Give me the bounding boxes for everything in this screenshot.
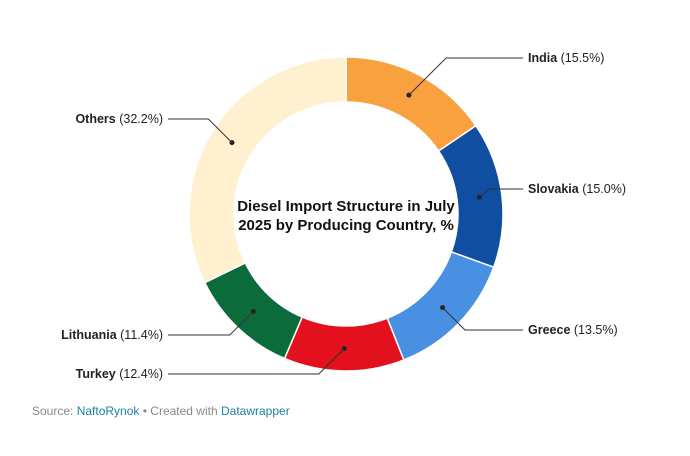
slice-label-lithuania: Lithuania (11.4%) (61, 328, 163, 342)
slice-others (188, 56, 347, 284)
slice-label-name-turkey: Turkey (76, 367, 116, 381)
slice-label-name-others: Others (75, 112, 115, 126)
chart-title-line-2: 2025 by Producing Country, % (238, 217, 454, 234)
slice-label-value-greece: (13.5%) (570, 323, 617, 337)
leader-line-others (168, 118, 233, 143)
leader-line-india (408, 57, 523, 96)
slice-label-slovakia: Slovakia (15.0%) (528, 182, 626, 196)
slice-label-turkey: Turkey (12.4%) (76, 367, 163, 381)
slices-group (188, 56, 504, 372)
slice-label-name-lithuania: Lithuania (61, 328, 118, 342)
slice-label-value-lithuania: (11.4%) (117, 328, 163, 342)
slice-label-india: India (15.5%) (528, 51, 604, 65)
slice-slovakia (437, 124, 504, 269)
donut-chart: India (15.5%) Slovakia (15.0%) Greece (13.… (61, 51, 626, 381)
labels-group: India (15.5%) Slovakia (15.0%) Greece (13.… (61, 51, 626, 381)
slice-label-value-turkey: (12.4%) (116, 367, 163, 381)
source-link[interactable]: NaftoRynok (76, 404, 140, 418)
source-prefix: Source: (32, 404, 77, 418)
leader-line-turkey (168, 348, 345, 375)
leader-line-lithuania (168, 311, 254, 336)
chart-footer: Source: NaftoRynok • Created with Datawr… (32, 404, 290, 418)
slice-label-greece: Greece (13.5%) (528, 323, 618, 337)
datawrapper-link[interactable]: Datawrapper (220, 404, 290, 418)
slice-label-name-greece: Greece (528, 323, 570, 337)
slice-label-value-slovakia: (15.0%) (579, 182, 626, 196)
leader-line-slovakia (479, 188, 523, 198)
leader-lines-group (168, 57, 523, 375)
slice-label-name-india: India (528, 51, 558, 65)
slice-label-value-india: (15.5%) (557, 51, 604, 65)
chart-title-line-1: Diesel Import Structure in July (237, 198, 455, 215)
slice-turkey (283, 316, 405, 372)
leader-line-greece (442, 307, 523, 331)
slice-greece (386, 250, 495, 361)
slice-label-others: Others (32.2%) (75, 112, 163, 126)
slice-label-value-others: (32.2%) (116, 112, 163, 126)
slice-label-name-slovakia: Slovakia (528, 182, 580, 196)
slice-india (345, 56, 477, 153)
created-with-text: • Created with (139, 404, 221, 418)
